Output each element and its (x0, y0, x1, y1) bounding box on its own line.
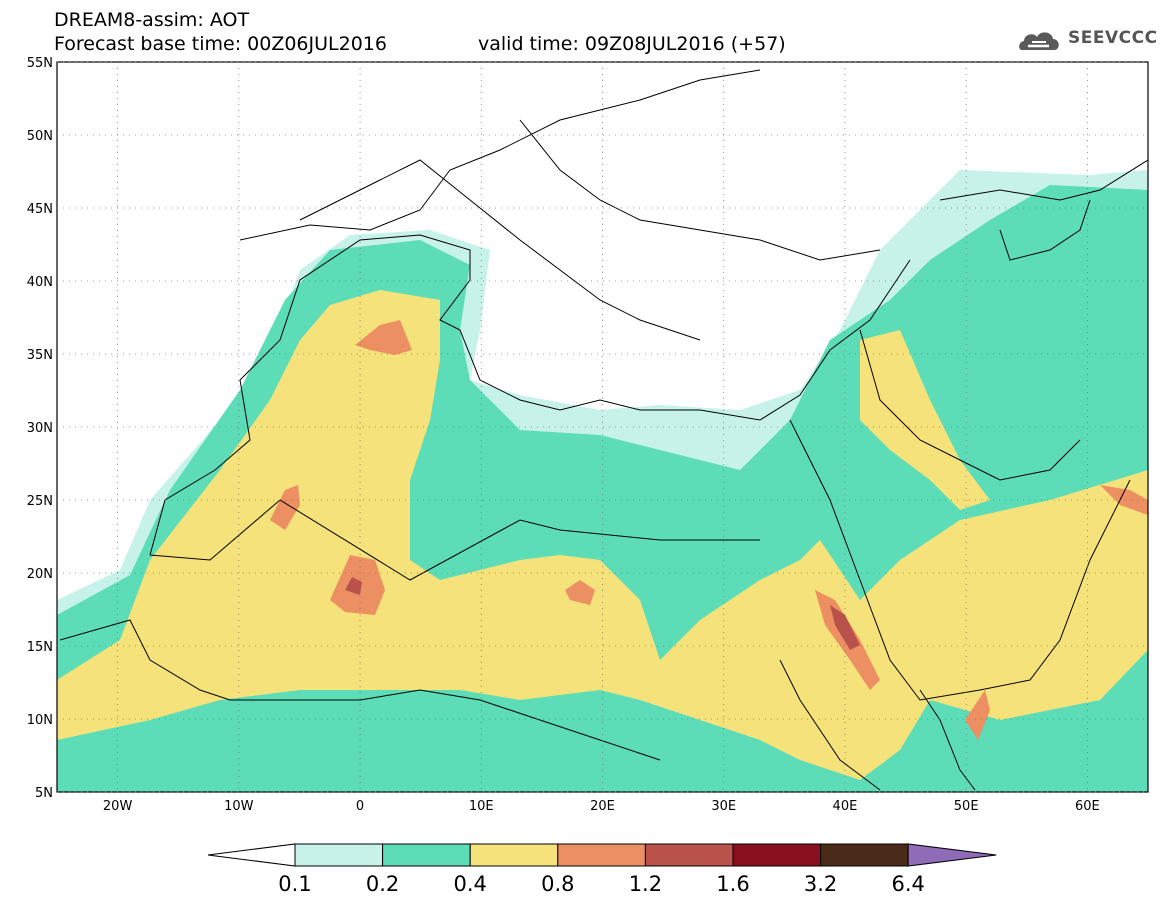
lon-tick-label: 10W (224, 799, 254, 814)
aot-band-0.8-b (270, 485, 300, 530)
aot-band-0.4 (57, 290, 1148, 780)
lon-tick-label: 60E (1075, 799, 1100, 814)
cloud-logo-icon (1019, 32, 1059, 50)
colorbar-label: 0.2 (366, 872, 399, 896)
aot-band-1.2 (345, 577, 362, 595)
colorbar-swatch (557, 843, 646, 867)
colorbar-label: 0.4 (453, 872, 486, 896)
lat-tick-label: 20N (27, 567, 53, 582)
lon-tick-label: 20E (590, 799, 615, 814)
lon-tick-label: 10E (469, 799, 494, 814)
latitude-labels: 5N 10N 15N 20N 25N 30N 35N 40N 45N 50N 55N (27, 56, 53, 801)
aot-band-0.8-g (1100, 485, 1148, 515)
colorbar-label: 0.1 (278, 872, 311, 896)
lat-tick-label: 40N (27, 275, 53, 290)
colorbar-above-arrow (907, 843, 997, 867)
colorbar-below-arrow (207, 843, 296, 867)
lat-tick-label: 10N (27, 713, 53, 728)
colorbar-swatch (382, 843, 471, 867)
forecast-base-time: Forecast base time: 00Z06JUL2016 (54, 33, 387, 55)
colorbar-swatch (732, 843, 822, 867)
colorbar-label: 0.8 (541, 872, 574, 896)
aot-band-0.8-d (565, 580, 595, 605)
lon-tick-label: 50E (954, 799, 979, 814)
colorbar-label: 1.6 (716, 872, 749, 896)
lat-tick-label: 30N (27, 421, 53, 436)
valid-time: valid time: 09Z08JUL2016 (+57) (478, 33, 786, 55)
aot-band-1.2-b (830, 605, 860, 650)
aot-band-0.4-arabia (860, 330, 990, 510)
lon-tick-label: 40E (833, 799, 858, 814)
lat-tick-label: 25N (27, 494, 53, 509)
colorbar-label: 6.4 (891, 872, 924, 896)
lon-tick-label: 30E (711, 799, 736, 814)
lat-tick-label: 15N (27, 640, 53, 655)
coastlines (59, 69, 1148, 791)
colorbar-swatch (294, 843, 384, 867)
lat-tick-label: 55N (27, 56, 53, 71)
longitude-labels: 20W 10W 0 10E 20E 30E 40E 50E 60E (103, 799, 1100, 814)
colorbar-swatch (820, 843, 909, 867)
colorbar-label: 1.2 (629, 872, 662, 896)
lat-tick-label: 45N (27, 202, 53, 217)
lat-tick-label: 5N (35, 786, 53, 801)
aot-band-0.8-f (965, 690, 990, 740)
logo-text: SEEVCCC (1068, 28, 1158, 48)
map-title: DREAM8-assim: AOT (54, 9, 250, 31)
aot-band-0.8-c (355, 320, 412, 355)
lon-tick-label: 20W (103, 799, 133, 814)
colorbar-label: 3.2 (804, 872, 837, 896)
lat-tick-label: 50N (27, 129, 53, 144)
lon-tick-label: 0 (356, 799, 364, 814)
lat-tick-label: 35N (27, 348, 53, 363)
colorbar-swatch (644, 843, 734, 867)
colorbar-swatch (469, 843, 559, 867)
